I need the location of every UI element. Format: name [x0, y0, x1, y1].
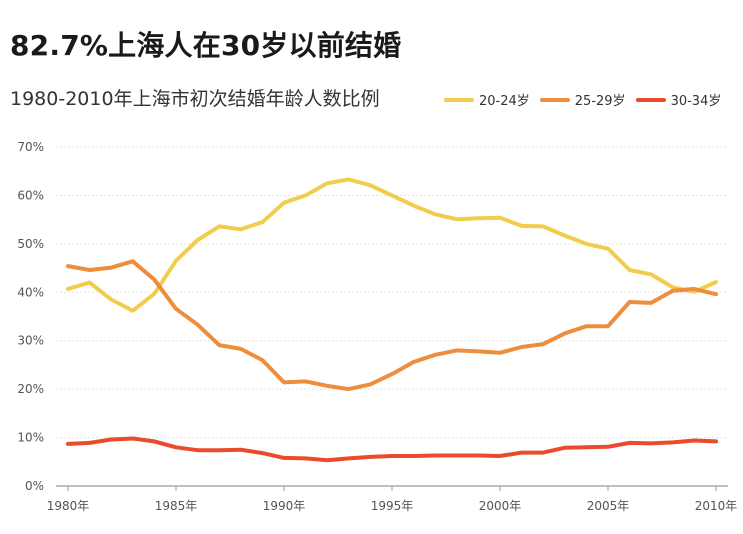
y-tick-label: 0%	[25, 479, 44, 493]
y-tick-label: 10%	[17, 431, 44, 445]
legend-item-25-29: 25-29岁	[539, 90, 626, 109]
y-tick-label: 60%	[17, 188, 44, 202]
y-tick-label: 70%	[17, 140, 44, 154]
y-tick-label: 30%	[17, 334, 44, 348]
x-tick-label: 2010年	[695, 499, 738, 513]
legend-swatch-25-29	[539, 97, 570, 102]
x-tick-label: 1990年	[263, 499, 306, 513]
series-line-25-29岁	[66, 259, 718, 392]
y-tick-label: 40%	[17, 285, 44, 299]
chart-title: 82.7%上海人在30岁以前结婚	[10, 29, 402, 62]
x-tick-label: 2000年	[479, 499, 522, 513]
x-tick-label: 1985年	[155, 499, 198, 513]
x-tick-label: 2005年	[587, 499, 630, 513]
legend-label-20-24: 20-24岁	[479, 94, 530, 109]
legend-item-30-34: 30-34岁	[635, 90, 722, 109]
y-tick-label: 20%	[17, 382, 44, 396]
chart-subtitle: 1980-2010年上海市初次结婚年龄人数比例	[10, 88, 380, 110]
legend-item-20-24: 20-24岁	[444, 90, 530, 109]
legend-swatch-30-34	[635, 97, 666, 102]
legend: 20-24岁 25-29岁 30-34岁	[444, 90, 731, 109]
series-line-30-34岁	[66, 436, 718, 463]
x-tick-label: 1995年	[371, 499, 414, 513]
x-tick-label: 1980年	[47, 499, 90, 513]
legend-label-25-29: 25-29岁	[574, 94, 626, 109]
y-tick-label: 50%	[17, 237, 44, 251]
legend-swatch-20-24	[444, 97, 474, 102]
series-line-20-24岁	[66, 177, 718, 313]
legend-label-30-34: 30-34岁	[670, 94, 722, 109]
